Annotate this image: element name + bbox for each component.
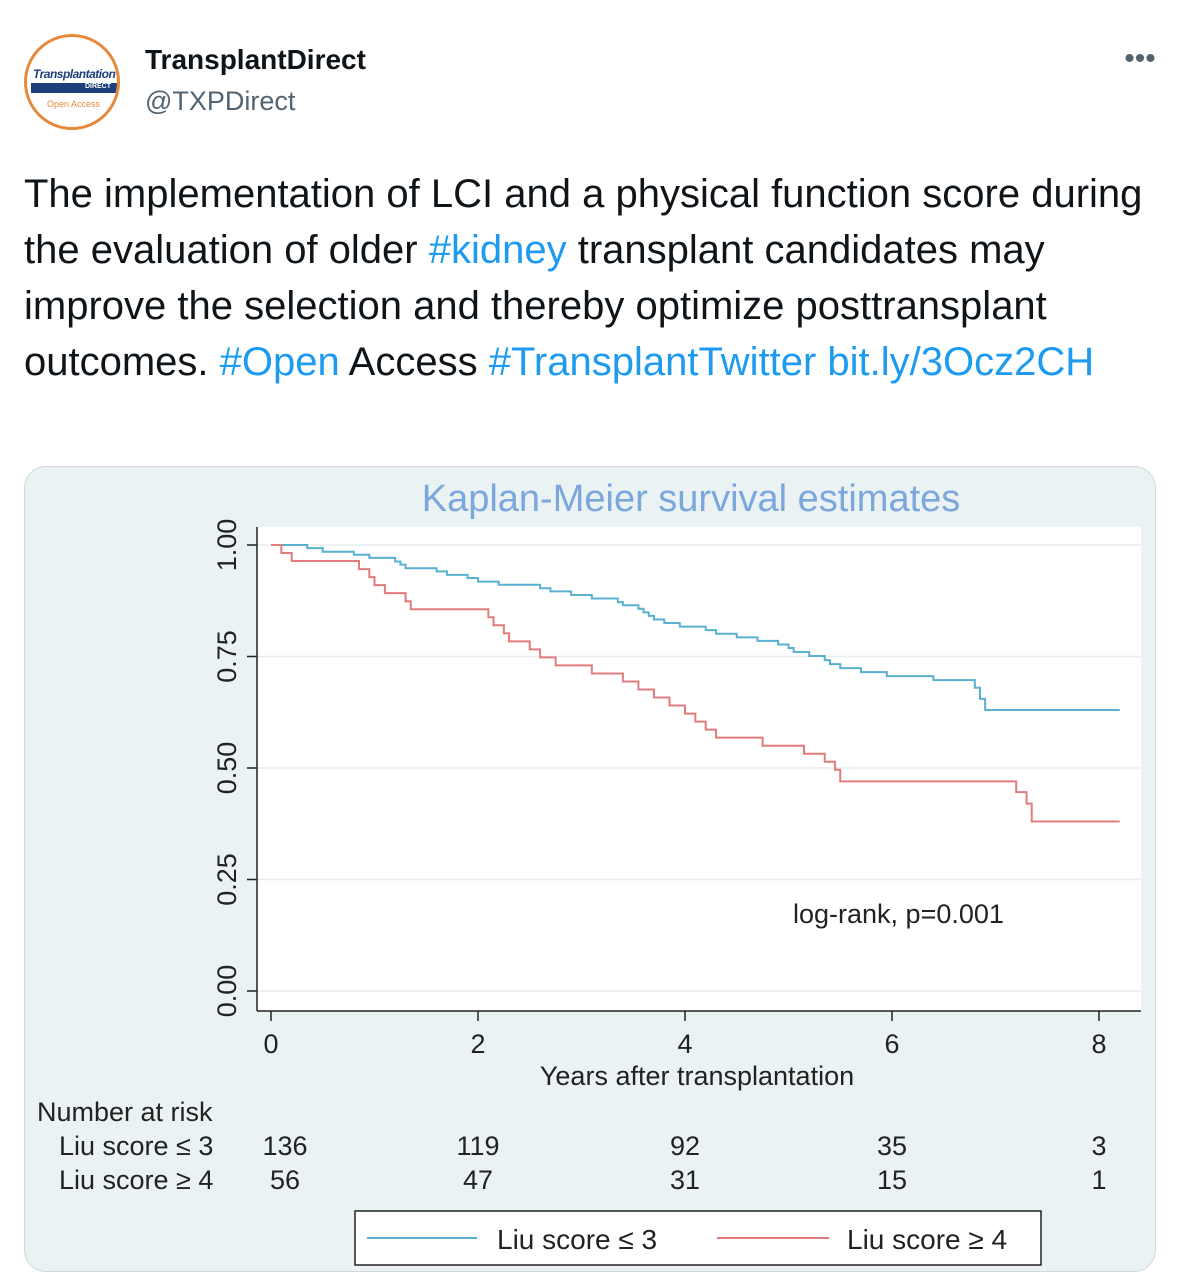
risk-count: 92 bbox=[670, 1131, 700, 1161]
risk-table-heading: Number at risk bbox=[37, 1097, 213, 1127]
tweet-text-segment: transplant candidates may improve the se… bbox=[24, 228, 1047, 384]
risk-count: 56 bbox=[270, 1165, 300, 1195]
tweet-text-segment bbox=[816, 340, 827, 384]
avatar-logo-bar bbox=[31, 83, 117, 93]
risk-count: 136 bbox=[262, 1131, 307, 1161]
tweet-text-segment: Access bbox=[339, 340, 489, 384]
hashtag-open[interactable]: #Open bbox=[219, 340, 340, 384]
risk-count: 31 bbox=[670, 1165, 700, 1195]
y-tick-label: 0.25 bbox=[212, 853, 242, 906]
hashtag-transplant-twitter[interactable]: #TransplantTwitter bbox=[488, 340, 817, 384]
risk-count: 15 bbox=[877, 1165, 907, 1195]
y-tick-label: 0.50 bbox=[212, 742, 242, 795]
plot-area bbox=[257, 527, 1141, 1011]
author-avatar[interactable]: Transplantation DIRECT Open Access bbox=[24, 34, 120, 130]
risk-count: 47 bbox=[463, 1165, 493, 1195]
more-options-icon[interactable]: ••• bbox=[1124, 42, 1156, 75]
x-tick-label: 8 bbox=[1091, 1029, 1106, 1059]
legend-label-liu-low: Liu score ≤ 3 bbox=[497, 1224, 657, 1255]
risk-row-label: Liu score ≤ 3 bbox=[59, 1131, 213, 1161]
tweet-text: The implementation of LCI and a physical… bbox=[24, 166, 1159, 390]
avatar-logo-direct: DIRECT bbox=[84, 83, 111, 90]
chart-title: Kaplan-Meier survival estimates bbox=[422, 478, 961, 520]
legend-label-liu-high: Liu score ≥ 4 bbox=[847, 1224, 1007, 1255]
risk-row-label: Liu score ≥ 4 bbox=[59, 1165, 213, 1195]
tweet-text-segment: The implementation of LCI and a physical… bbox=[24, 172, 1143, 272]
risk-count: 35 bbox=[877, 1131, 907, 1161]
tweet-link[interactable]: bit.ly/3Ocz2CH bbox=[827, 340, 1095, 384]
x-tick-label: 0 bbox=[263, 1029, 278, 1059]
log-rank-annotation: log-rank, p=0.001 bbox=[793, 899, 1004, 929]
y-tick-label: 0.00 bbox=[212, 965, 242, 1018]
y-tick-label: 1.00 bbox=[212, 519, 242, 572]
author-handle[interactable]: @TXPDirect bbox=[145, 86, 296, 116]
x-tick-label: 6 bbox=[884, 1029, 899, 1059]
survival-curve-liu-low bbox=[271, 544, 1120, 712]
y-tick-label: 0.75 bbox=[212, 630, 242, 683]
avatar-logo-text: Transplantation bbox=[33, 67, 116, 81]
avatar-logo-open-access: Open Access bbox=[47, 99, 101, 109]
x-tick-label: 2 bbox=[470, 1029, 485, 1059]
risk-count: 1 bbox=[1091, 1165, 1106, 1195]
tweet-media-image[interactable]: Kaplan-Meier survival estimates 0.00 0.25… bbox=[24, 466, 1156, 1272]
risk-count: 3 bbox=[1091, 1131, 1106, 1161]
x-tick-label: 4 bbox=[677, 1029, 692, 1059]
risk-count: 119 bbox=[456, 1131, 499, 1161]
author-display-name[interactable]: TransplantDirect bbox=[145, 44, 366, 75]
x-axis-label: Years after transplantation bbox=[540, 1061, 854, 1091]
hashtag-kidney[interactable]: #kidney bbox=[428, 228, 567, 272]
survival-curve-liu-high bbox=[271, 544, 1120, 823]
km-chart: Kaplan-Meier survival estimates 0.00 0.25… bbox=[37, 478, 1141, 1266]
